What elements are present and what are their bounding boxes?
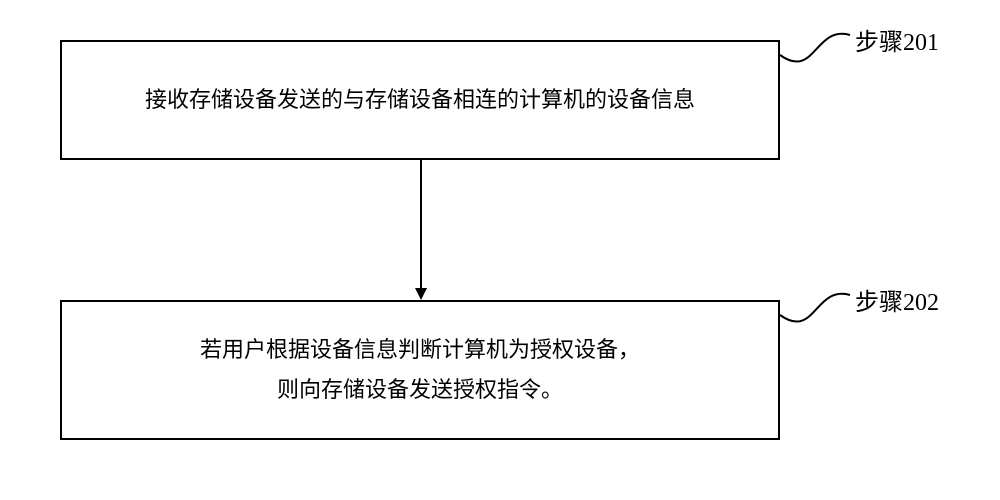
arrow-head-icon [415,288,427,300]
connector-curve-2 [0,0,1000,500]
flowchart-diagram: 接收存储设备发送的与存储设备相连的计算机的设备信息 若用户根据设备信息判断计算机… [0,0,1000,500]
arrow-line [420,160,422,288]
